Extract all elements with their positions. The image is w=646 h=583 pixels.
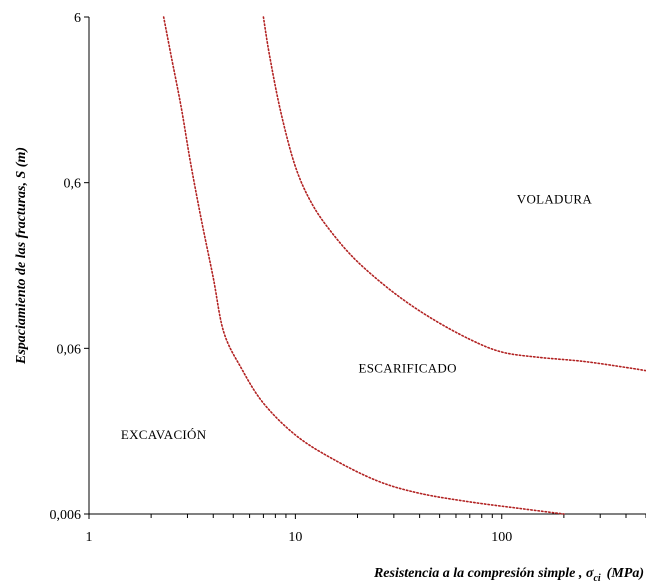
region-label: EXCAVACIÓN xyxy=(121,427,207,442)
x-tick-label: 100 xyxy=(491,530,512,545)
y-axis-title: Espaciamiento de las fracturas, S (m) xyxy=(14,147,29,365)
axes xyxy=(88,17,646,515)
y-tick-label: 0,6 xyxy=(64,177,82,192)
x-tick-label: 1 xyxy=(86,530,93,545)
y-tick-label: 0,06 xyxy=(57,342,82,357)
boundary-curves xyxy=(162,16,646,515)
y-ticks: 0,006 0,06 0,6 6 xyxy=(50,11,89,523)
x-axis-title-main: Resistencia a la compresión simple , σ xyxy=(373,566,594,581)
x-ticks: 1 10 100 xyxy=(86,514,646,545)
y-tick-label: 6 xyxy=(74,11,81,26)
boundary-curve-1 xyxy=(162,16,565,515)
x-axis-title-subscript: ci xyxy=(593,573,600,583)
x-axis-title-unit: (MPa) xyxy=(607,566,644,581)
boundary-curve-2 xyxy=(262,16,646,372)
region-label: ESCARIFICADO xyxy=(359,360,457,375)
x-axis-title: Resistencia a la compresión simple , σci… xyxy=(373,566,644,583)
region-label: VOLADURA xyxy=(517,191,593,206)
region-labels: EXCAVACIÓN ESCARIFICADO VOLADURA xyxy=(121,191,593,442)
x-tick-label: 10 xyxy=(288,530,302,545)
y-tick-label: 0,006 xyxy=(50,508,82,523)
